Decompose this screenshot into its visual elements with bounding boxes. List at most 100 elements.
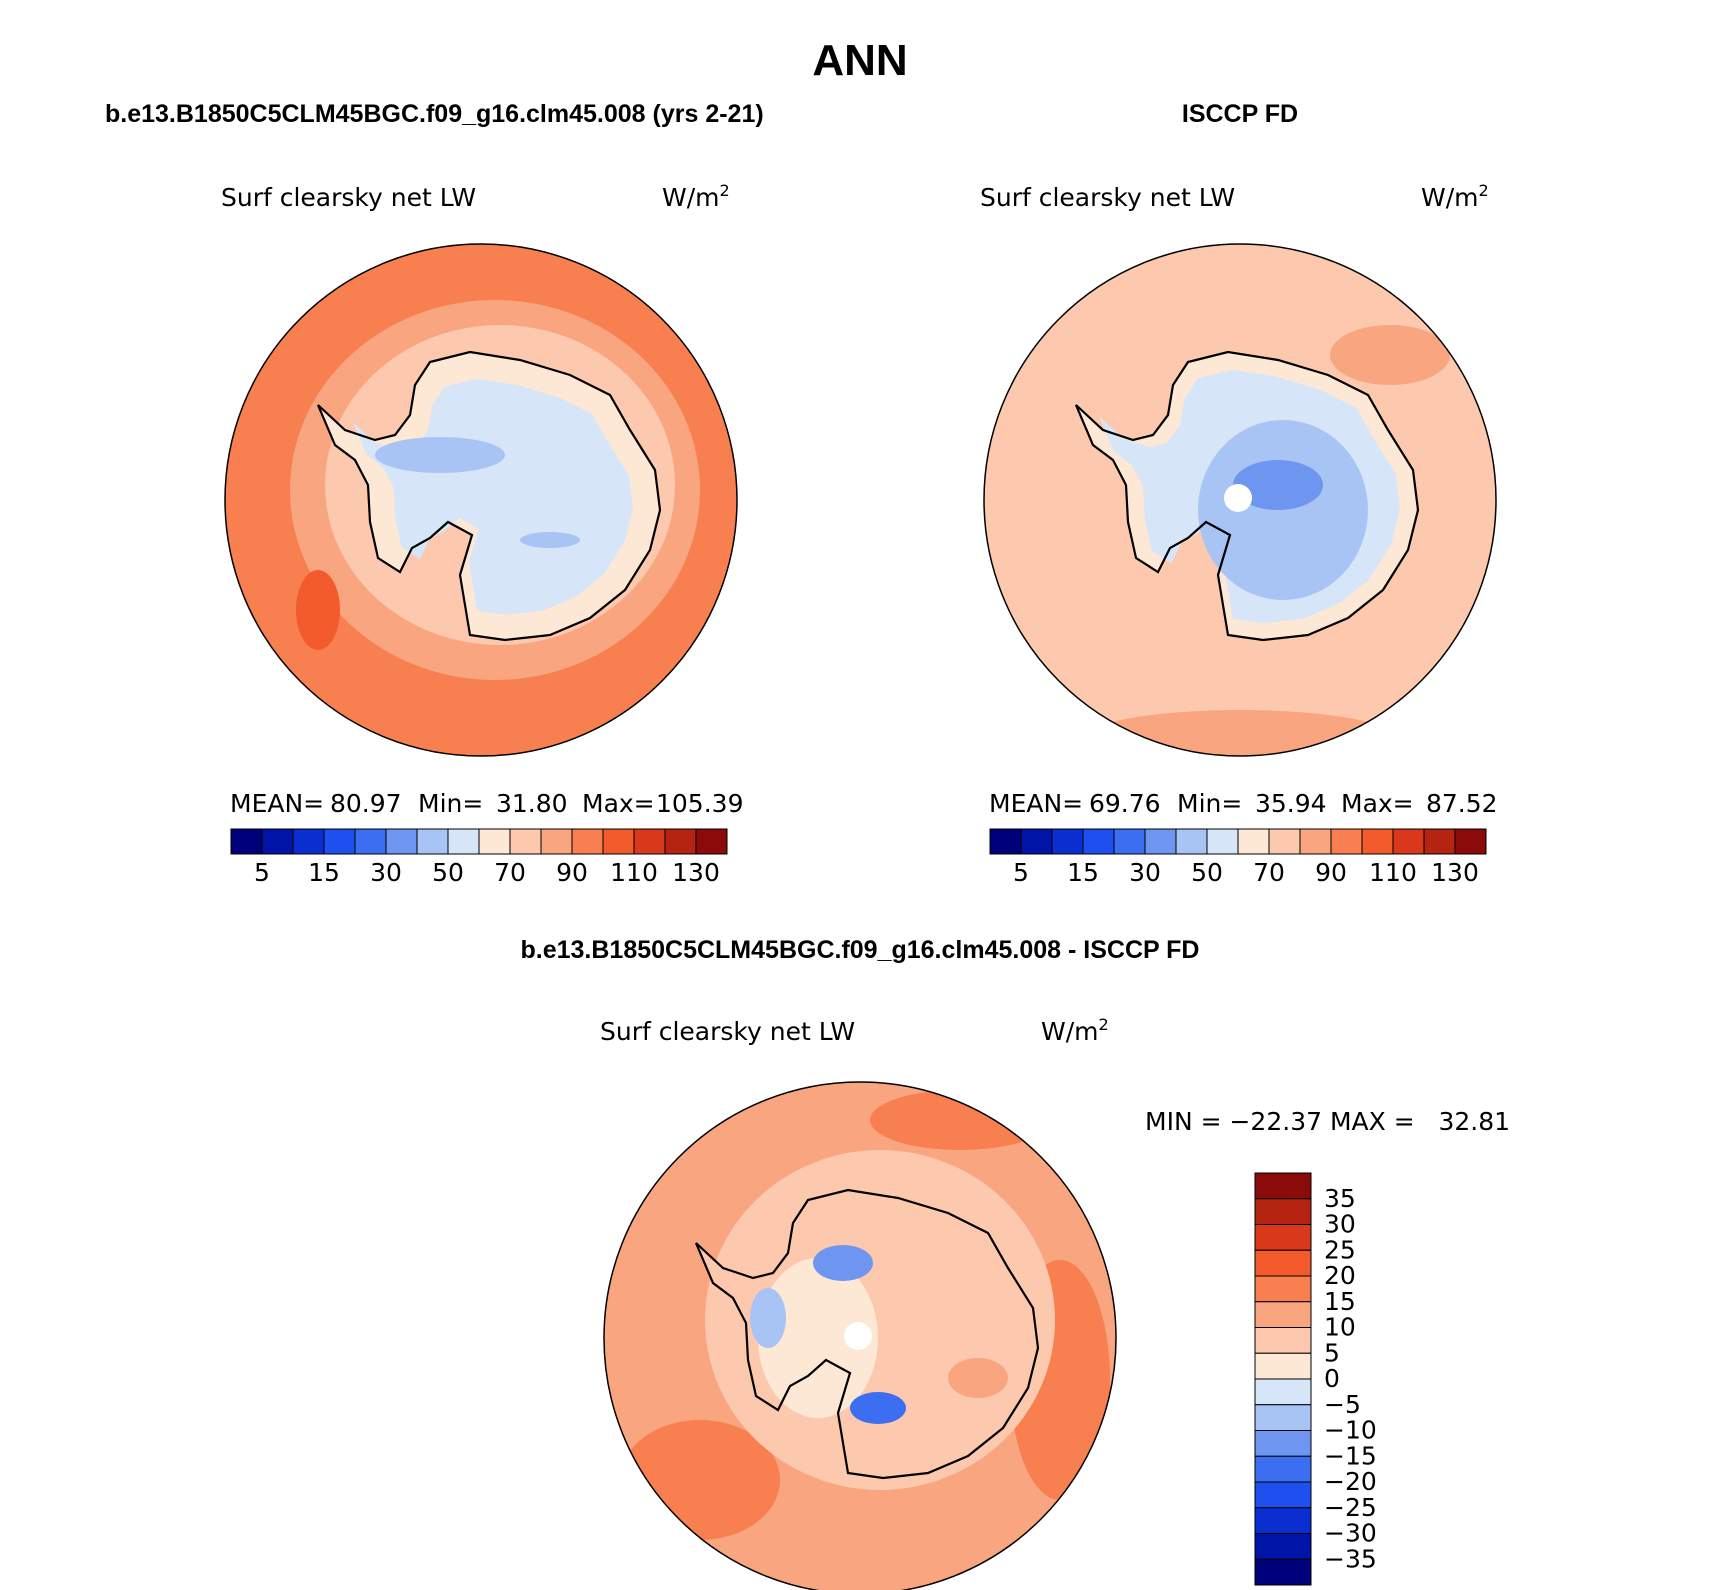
- colorbar-swatch: [1423, 828, 1456, 855]
- colorbar-swatch: [540, 828, 573, 855]
- colorbar-swatch: [1051, 828, 1084, 855]
- colorbar-tick-label: 10: [1324, 1313, 1356, 1342]
- colorbar-swatch: [571, 828, 604, 855]
- polar-map: [984, 244, 1496, 756]
- units-exponent: 2: [720, 181, 730, 200]
- colorbar-tick-label: 130: [672, 858, 720, 887]
- colorbar-swatch: [1020, 828, 1053, 855]
- colorbar-tick-label: 15: [308, 858, 340, 887]
- ice-low-region: [1198, 420, 1368, 600]
- range-label: MIN = −22.37 MAX = 32.81: [1145, 1107, 1510, 1136]
- colorbar-swatch: [1254, 1404, 1312, 1431]
- colorbar-swatch: [447, 828, 480, 855]
- colorbar-swatch: [989, 828, 1022, 855]
- panel-title: b.e13.B1850C5CLM45BGC.f09_g16.clm45.008 …: [520, 936, 1199, 964]
- colorbar-tick-label: 70: [494, 858, 526, 887]
- colorbar-swatch: [1254, 1352, 1312, 1380]
- diff-negative-region: [850, 1392, 906, 1424]
- colorbar-tick-label: 5: [1013, 858, 1029, 887]
- ocean-patch: [1080, 710, 1400, 756]
- mean-label: MEAN=: [230, 789, 324, 818]
- colorbar-tick-label: −5: [1324, 1390, 1361, 1419]
- min-label: Min=: [418, 789, 483, 818]
- colorbar-tick-label: 25: [1324, 1235, 1356, 1264]
- units-exponent: 2: [1479, 181, 1489, 200]
- colorbar-swatch: [1254, 1198, 1312, 1225]
- colorbar-swatch: [261, 828, 294, 855]
- colorbar-swatch: [1254, 1507, 1312, 1534]
- min-value: 31.80: [496, 789, 568, 818]
- colorbar-swatch: [1454, 828, 1487, 855]
- colorbar-tick-label: −15: [1324, 1441, 1377, 1470]
- colorbar-tick-label: 110: [610, 858, 658, 887]
- colorbar-swatch: [323, 828, 356, 855]
- diff-positive-region: [948, 1358, 1008, 1398]
- colorbar-tick-label: 15: [1324, 1287, 1356, 1316]
- max-value: 105.39: [656, 789, 743, 818]
- diff-negative-region: [813, 1245, 873, 1281]
- colorbar-swatch: [1254, 1327, 1312, 1354]
- colorbar-tick-label: −35: [1324, 1544, 1377, 1573]
- colorbar-tick-label: 20: [1324, 1261, 1356, 1290]
- panel-model: b.e13.B1850C5CLM45BGC.f09_g16.clm45.008 …: [105, 100, 764, 887]
- colorbar-swatch: [1237, 828, 1270, 855]
- max-label: Max=: [582, 789, 655, 818]
- colorbar-swatch: [1254, 1275, 1312, 1303]
- colorbar-tick-label: 30: [1129, 858, 1161, 887]
- units-exponent: 2: [1099, 1015, 1109, 1034]
- min-label: Min=: [1177, 789, 1242, 818]
- colorbar-tick-label: 70: [1253, 858, 1285, 887]
- colorbar-swatch: [1361, 828, 1394, 855]
- colorbar-swatch: [1254, 1378, 1312, 1406]
- ice-low-region: [375, 437, 505, 473]
- pole-hole: [844, 1322, 872, 1350]
- colorbar-tick-label: 5: [254, 858, 270, 887]
- colorbar-tick-label: 50: [1191, 858, 1223, 887]
- map-border: [983, 243, 1497, 757]
- colorbar-tick-label: 0: [1324, 1364, 1340, 1393]
- colorbar-tick-label: −20: [1324, 1467, 1377, 1496]
- colorbar-swatch: [385, 828, 418, 855]
- colorbar-tick-label: 30: [370, 858, 402, 887]
- colorbar-swatch: [1206, 828, 1239, 855]
- units-text: W/m: [1421, 183, 1479, 212]
- colorbar-swatch: [292, 828, 325, 855]
- page-title: ANN: [812, 36, 907, 85]
- mean-label: MEAN=: [989, 789, 1083, 818]
- ice-lowest-region: [1233, 460, 1323, 510]
- colorbar-swatch: [1254, 1558, 1312, 1586]
- variable-label: Surf clearsky net LW: [221, 183, 476, 212]
- colorbar-swatch: [1082, 828, 1115, 855]
- units-text: W/m: [1041, 1017, 1099, 1046]
- colorbar-swatch: [1299, 828, 1332, 855]
- colorbar-tick-label: 15: [1067, 858, 1099, 887]
- diff-negative-region: [750, 1288, 786, 1348]
- colorbar-swatch: [230, 828, 263, 855]
- map-border: [224, 243, 738, 757]
- colorbar-tick-label: 5: [1324, 1338, 1340, 1367]
- colorbar-tick-label: 90: [1315, 858, 1347, 887]
- colorbar-tick-label: −30: [1324, 1519, 1377, 1548]
- colorbar-tick-label: 90: [556, 858, 588, 887]
- colorbar-swatch: [1392, 828, 1425, 855]
- min-value: 35.94: [1255, 789, 1327, 818]
- colorbar-tick-label: −25: [1324, 1493, 1377, 1522]
- variable-label: Surf clearsky net LW: [600, 1017, 855, 1046]
- colorbar-swatch: [1254, 1481, 1312, 1509]
- colorbar-tick-label: 130: [1431, 858, 1479, 887]
- units-label: W/m2: [1041, 1015, 1109, 1046]
- colorbar-tick-label: 110: [1369, 858, 1417, 887]
- colorbar-obs: 5 15 30 50 70 90 110 130: [989, 828, 1487, 887]
- colorbar-swatch: [602, 828, 635, 855]
- colorbar-swatch: [354, 828, 387, 855]
- colorbar-swatch: [633, 828, 666, 855]
- colorbar-swatch: [1254, 1533, 1312, 1560]
- colorbar-swatch: [1254, 1172, 1312, 1200]
- units-label: W/m2: [662, 181, 730, 212]
- variable-label: Surf clearsky net LW: [980, 183, 1235, 212]
- mean-value: 80.97: [330, 789, 402, 818]
- colorbar-swatch: [1113, 828, 1146, 855]
- colorbar-swatch: [509, 828, 542, 855]
- colorbar-swatch: [1330, 828, 1363, 855]
